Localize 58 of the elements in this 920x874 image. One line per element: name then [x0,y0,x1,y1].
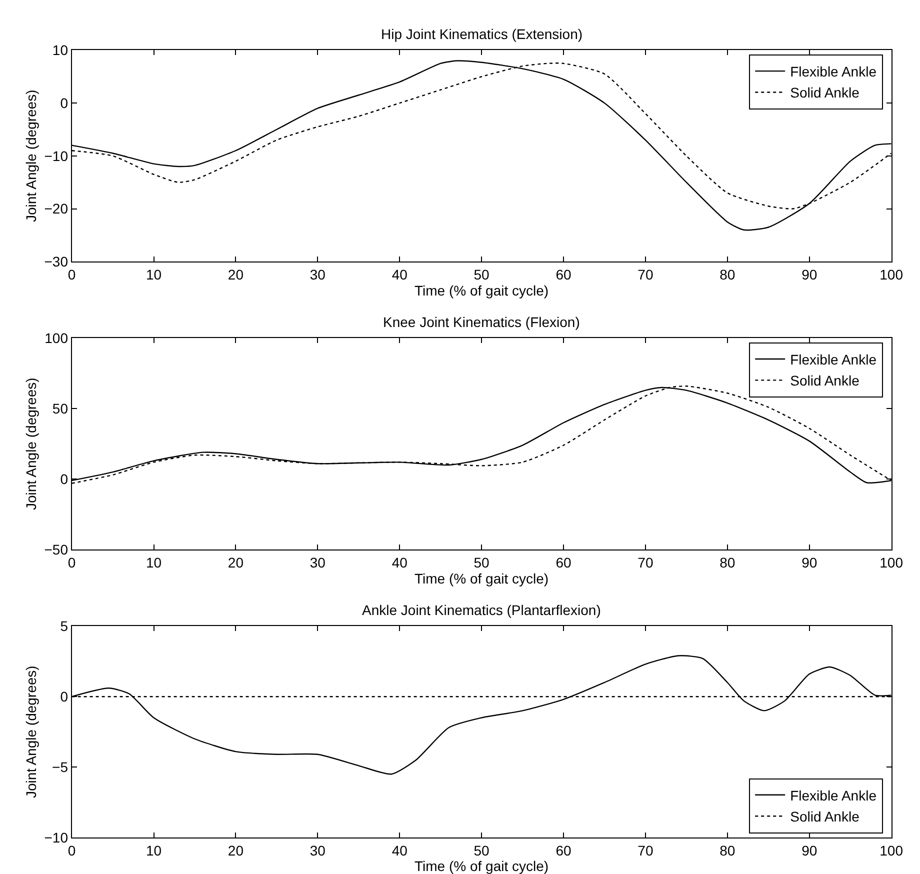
x-tick-label: 20 [228,266,244,282]
x-axis-title: Time (% of gait cycle) [414,282,549,298]
y-axis-title: Joint Angle (degrees) [22,378,39,510]
y-axis-title: Joint Angle (degrees) [22,666,39,798]
y-tick-label: 5 [60,618,68,634]
y-axis-title: Joint Angle (degrees) [22,90,39,222]
x-tick-label: 30 [310,554,326,570]
x-tick-label: 80 [720,842,736,858]
x-tick-label: 10 [146,554,162,570]
x-tick-label: 90 [802,266,818,282]
x-tick-label: 50 [474,842,490,858]
x-tick-label: 40 [392,842,408,858]
x-tick-label: 50 [474,266,490,282]
x-tick-label: 100 [880,266,904,282]
x-tick-label: 20 [228,842,244,858]
x-tick-label: 70 [638,842,654,858]
x-tick-label: 70 [638,554,654,570]
y-tick-label: 100 [44,330,68,346]
legend-label: Flexible Ankle [790,64,877,80]
x-tick-label: 80 [720,554,736,570]
y-tick-label: 0 [60,688,68,704]
x-tick-label: 10 [146,266,162,282]
y-tick-label: −5 [52,758,68,775]
x-tick-label: 100 [880,842,904,858]
y-tick-label: −20 [44,200,68,217]
legend-label: Solid Ankle [790,808,860,825]
y-tick-label: 0 [60,471,68,488]
x-tick-label: 10 [146,842,162,858]
x-tick-label: 90 [802,842,818,858]
legend-label: Flexible Ankle [790,787,877,804]
x-tick-label: 60 [556,842,572,858]
chart-title: Ankle Joint Kinematics (Plantarflexion) [362,602,601,618]
y-tick-label: 10 [52,42,68,58]
x-tick-label: 60 [556,554,572,570]
y-tick-label: −50 [44,541,68,558]
x-tick-label: 40 [392,266,408,282]
chart-title: Hip Joint Kinematics (Extension) [381,26,583,42]
legend-label: Solid Ankle [790,372,860,389]
x-tick-label: 60 [556,266,572,282]
x-tick-label: 90 [802,554,818,570]
x-tick-label: 100 [880,554,904,570]
x-tick-label: 80 [720,266,736,282]
x-tick-label: 30 [310,266,326,282]
x-axis-title: Time (% of gait cycle) [414,570,549,586]
y-tick-label: 0 [60,94,68,111]
legend-label: Flexible Ankle [790,351,877,368]
x-tick-label: 70 [638,266,654,282]
x-tick-label: 20 [228,554,244,570]
x-axis-title: Time (% of gait cycle) [414,858,549,874]
x-tick-label: 30 [310,842,326,858]
y-tick-label: −10 [44,148,68,164]
y-tick-label: 50 [52,400,68,417]
legend-label: Solid Ankle [790,84,860,101]
y-tick-label: −30 [44,254,68,270]
chart-title: Knee Joint Kinematics (Flexion) [383,314,580,330]
x-tick-label: 40 [392,554,408,570]
y-tick-label: −10 [44,829,68,846]
x-tick-label: 50 [474,554,490,570]
